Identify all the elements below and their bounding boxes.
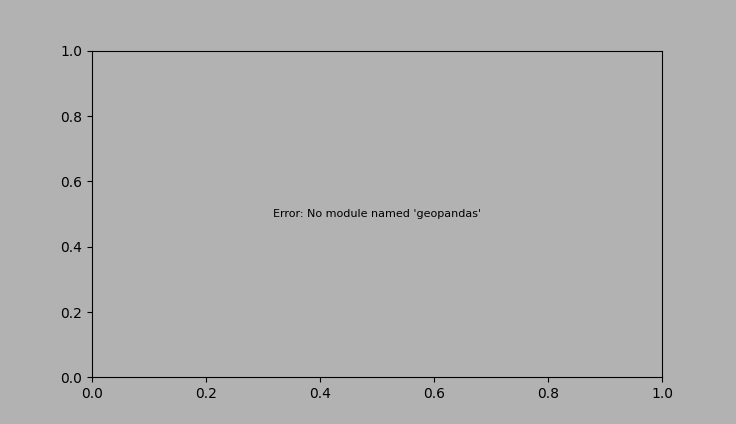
Text: Error: No module named 'geopandas': Error: No module named 'geopandas' <box>273 209 481 219</box>
